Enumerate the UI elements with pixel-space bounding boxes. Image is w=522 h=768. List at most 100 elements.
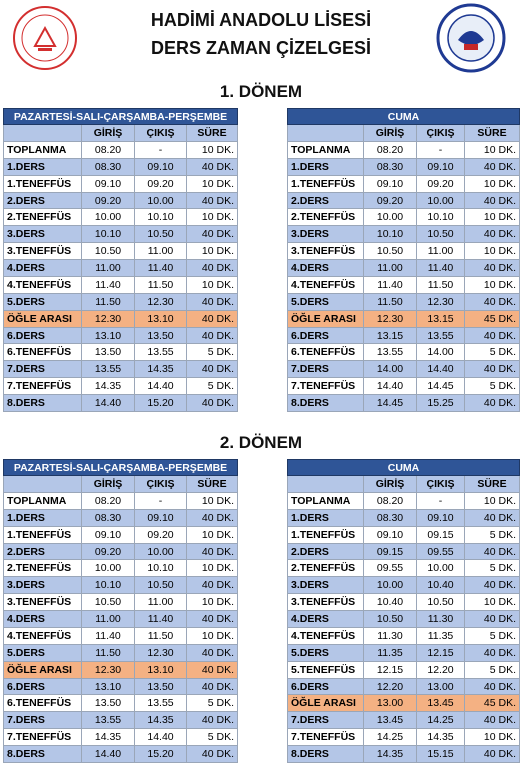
- time-cell: 10.00: [82, 560, 135, 578]
- row-label: 2.DERS: [287, 543, 364, 561]
- column-header: SÜRE: [187, 476, 238, 493]
- time-cell: -: [417, 141, 465, 159]
- time-cell: 11.40: [417, 260, 465, 277]
- time-cell: 12.15: [364, 661, 417, 679]
- time-cell: 10.50: [417, 226, 465, 244]
- row-label: 3.DERS: [3, 226, 82, 244]
- time-cell: 09.10: [364, 526, 417, 544]
- column-header: ÇIKIŞ: [417, 476, 465, 493]
- time-cell: 11.00: [364, 260, 417, 277]
- column-header: ÇIKIŞ: [135, 476, 187, 493]
- time-cell: 14.35: [364, 746, 417, 763]
- time-cell: 10 DK.: [187, 560, 238, 578]
- time-cell: 10.50: [135, 226, 187, 244]
- column-header: GİRİŞ: [82, 125, 135, 142]
- time-cell: 11.40: [82, 627, 135, 645]
- time-cell: 11.40: [82, 276, 135, 294]
- time-cell: 13.00: [417, 678, 465, 696]
- time-cell: 10.00: [135, 192, 187, 210]
- time-cell: 14.35: [135, 712, 187, 730]
- row-label: 2.TENEFFÜS: [287, 560, 364, 578]
- time-cell: 10 DK.: [465, 276, 520, 294]
- time-cell: 14.45: [417, 378, 465, 395]
- time-cell: 10.50: [135, 577, 187, 595]
- ministry-logo: [13, 6, 77, 70]
- row-label: 7.TENEFFÜS: [287, 729, 364, 746]
- time-cell: 11.00: [135, 243, 187, 260]
- time-cell: 5 DK.: [465, 526, 520, 544]
- time-cell: 40 DK.: [465, 611, 520, 628]
- time-cell: 11.40: [135, 611, 187, 628]
- row-label: 6.DERS: [287, 327, 364, 345]
- row-label: 3.DERS: [287, 226, 364, 244]
- time-cell: 09.15: [417, 526, 465, 544]
- header-cell: [287, 125, 364, 142]
- row-label: 1.TENEFFÜS: [3, 175, 82, 193]
- time-cell: 5 DK.: [187, 729, 238, 746]
- time-cell: 08.20: [364, 492, 417, 510]
- row-label: 4.DERS: [3, 260, 82, 277]
- time-cell: 13.55: [82, 361, 135, 379]
- time-cell: 11.50: [82, 644, 135, 662]
- header-cell: [3, 125, 82, 142]
- time-cell: 10.00: [417, 192, 465, 210]
- time-cell: 11.40: [135, 260, 187, 277]
- period-title: 2. DÖNEM: [219, 433, 303, 452]
- row-label: 4.TENEFFÜS: [287, 627, 364, 645]
- time-cell: 5 DK.: [465, 661, 520, 679]
- time-cell: 10 DK.: [187, 526, 238, 544]
- row-label: 2.TENEFFÜS: [3, 209, 82, 227]
- time-cell: 09.20: [135, 526, 187, 544]
- time-cell: 11.35: [364, 644, 417, 662]
- time-cell: 40 DK.: [465, 192, 520, 210]
- time-cell: 12.20: [364, 678, 417, 696]
- time-cell: 40 DK.: [187, 712, 238, 730]
- time-cell: 5 DK.: [465, 560, 520, 578]
- time-cell: 40 DK.: [187, 395, 238, 412]
- row-label: ÖĞLE ARASI: [287, 695, 364, 713]
- time-cell: 11.50: [135, 627, 187, 645]
- time-cell: 13.50: [135, 327, 187, 345]
- time-cell: 15.20: [135, 395, 187, 412]
- time-cell: 12.30: [364, 310, 417, 328]
- time-cell: 45 DK.: [465, 695, 520, 713]
- time-cell: 14.45: [364, 395, 417, 412]
- time-cell: 13.55: [135, 344, 187, 362]
- row-label: TOPLANMA: [287, 492, 364, 510]
- row-label: 8.DERS: [287, 395, 364, 412]
- row-label: TOPLANMA: [3, 141, 82, 159]
- time-cell: 09.10: [82, 526, 135, 544]
- column-header: GİRİŞ: [82, 476, 135, 493]
- row-label: 5.DERS: [3, 293, 82, 311]
- time-cell: 40 DK.: [187, 644, 238, 662]
- time-cell: 09.55: [364, 560, 417, 578]
- row-label: TOPLANMA: [3, 492, 82, 510]
- time-cell: 14.40: [135, 729, 187, 746]
- row-label: 1.DERS: [287, 158, 364, 176]
- column-header: ÇIKIŞ: [135, 125, 187, 142]
- time-cell: 10 DK.: [187, 209, 238, 227]
- time-cell: 14.00: [364, 361, 417, 379]
- time-cell: 10.50: [364, 611, 417, 628]
- time-cell: 10.10: [364, 226, 417, 244]
- row-label: 4.TENEFFÜS: [3, 627, 82, 645]
- time-cell: 10.00: [364, 577, 417, 595]
- time-cell: 40 DK.: [465, 327, 520, 345]
- time-cell: 09.55: [417, 543, 465, 561]
- row-label: ÖĞLE ARASI: [3, 661, 82, 679]
- time-cell: 14.35: [82, 729, 135, 746]
- time-cell: 15.15: [417, 746, 465, 763]
- row-label: 4.DERS: [287, 260, 364, 277]
- row-label: 3.DERS: [3, 577, 82, 595]
- time-cell: 10.10: [135, 209, 187, 227]
- time-cell: 13.10: [82, 327, 135, 345]
- time-cell: 09.20: [135, 175, 187, 193]
- row-label: 1.TENEFFÜS: [287, 175, 364, 193]
- time-cell: 10.10: [135, 560, 187, 578]
- time-cell: 5 DK.: [187, 378, 238, 395]
- time-cell: 40 DK.: [187, 509, 238, 527]
- title-line2: DERS ZAMAN ÇİZELGESİ: [150, 38, 371, 58]
- logos: [13, 3, 506, 73]
- time-cell: 10.00: [364, 209, 417, 227]
- row-label: 3.TENEFFÜS: [3, 243, 82, 260]
